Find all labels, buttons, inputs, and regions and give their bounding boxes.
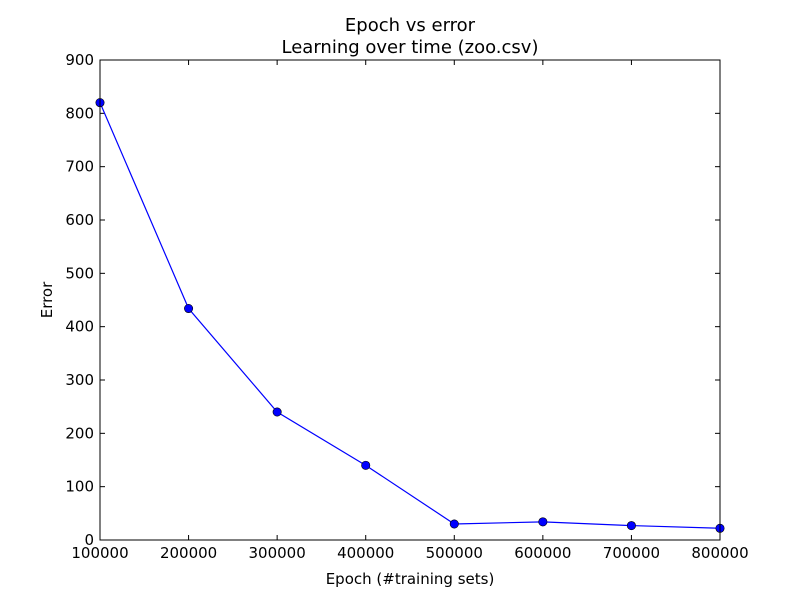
x-tick-label: 100000 — [71, 544, 128, 562]
data-point — [626, 521, 636, 531]
y-tick-label: 200 — [65, 424, 94, 442]
y-axis-label: Error — [38, 281, 56, 318]
x-tick-label: 200000 — [160, 544, 217, 562]
x-tick-label: 500000 — [426, 544, 483, 562]
series-line — [99, 102, 721, 529]
y-tick-label: 700 — [65, 158, 94, 176]
data-point — [272, 407, 282, 417]
data-point — [449, 519, 459, 529]
x-tick-label: 300000 — [249, 544, 306, 562]
chart-title: Epoch vs error — [345, 15, 476, 36]
y-tick-label: 500 — [65, 264, 94, 282]
data-point — [361, 460, 371, 470]
y-tick-label: 600 — [65, 211, 94, 229]
x-axis-label: Epoch (#training sets) — [326, 570, 495, 588]
y-tick-label: 0 — [84, 531, 94, 549]
y-tick-label: 800 — [65, 104, 94, 122]
x-tick-label: 400000 — [337, 544, 394, 562]
y-tick-label: 300 — [65, 371, 94, 389]
data-point — [184, 304, 194, 314]
series-layer — [95, 98, 725, 533]
plot-frame — [99, 59, 721, 541]
plot-area — [100, 60, 720, 540]
x-tick-label: 700000 — [603, 544, 660, 562]
data-point — [538, 517, 548, 527]
tick-layer: 100000 200000 300000 400000 500000 600000 7000… — [65, 51, 748, 562]
x-tick-label: 600000 — [514, 544, 571, 562]
y-tick-label: 900 — [65, 51, 94, 69]
x-tick-label: 800000 — [691, 544, 748, 562]
chart-subtitle: Learning over time (zoo.csv) — [282, 37, 539, 58]
y-tick-label: 100 — [65, 478, 94, 496]
y-tick-label: 400 — [65, 318, 94, 336]
